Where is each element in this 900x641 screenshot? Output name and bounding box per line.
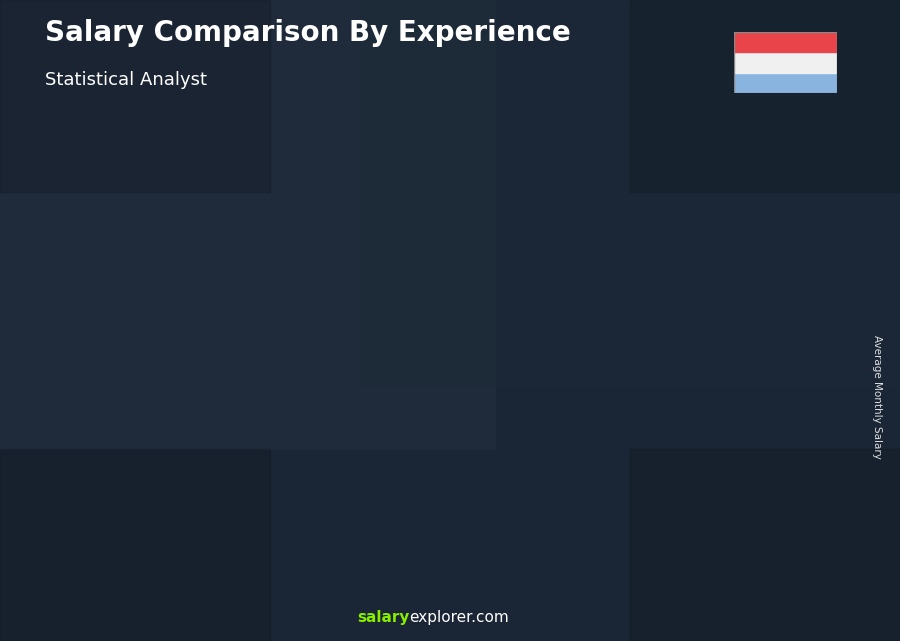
Polygon shape <box>318 401 395 409</box>
Polygon shape <box>67 488 144 497</box>
Text: 0 EUR: 0 EUR <box>457 335 495 347</box>
Bar <box>630 0 900 192</box>
Bar <box>360 0 900 385</box>
Bar <box>734 72 837 93</box>
Text: +nan%: +nan% <box>628 197 694 215</box>
Text: Statistical Analyst: Statistical Analyst <box>45 71 207 88</box>
Text: +nan%: +nan% <box>251 345 317 363</box>
Text: 10 to 15: 10 to 15 <box>448 583 517 597</box>
Text: 20+ Years: 20+ Years <box>692 583 775 597</box>
Text: explorer.com: explorer.com <box>410 610 509 625</box>
Text: +nan%: +nan% <box>376 299 442 317</box>
Polygon shape <box>131 488 144 564</box>
Polygon shape <box>634 303 647 564</box>
Text: Salary Comparison By Experience: Salary Comparison By Experience <box>45 19 571 47</box>
Bar <box>734 32 837 53</box>
Text: 0 EUR: 0 EUR <box>331 381 369 395</box>
Polygon shape <box>695 261 760 564</box>
Text: Average Monthly Salary: Average Monthly Salary <box>872 335 883 460</box>
Polygon shape <box>695 253 773 261</box>
Polygon shape <box>569 303 647 312</box>
Bar <box>734 53 837 72</box>
Text: 0 EUR: 0 EUR <box>708 233 746 247</box>
Polygon shape <box>444 362 508 564</box>
Text: 5 to 10: 5 to 10 <box>328 583 385 597</box>
Polygon shape <box>192 444 270 453</box>
Polygon shape <box>444 354 521 362</box>
Text: 15 to 20: 15 to 20 <box>574 583 642 597</box>
Text: 0 EUR: 0 EUR <box>583 284 621 297</box>
Polygon shape <box>383 401 395 564</box>
Text: 0 EUR: 0 EUR <box>206 426 243 438</box>
Text: 2 to 5: 2 to 5 <box>207 583 255 597</box>
Polygon shape <box>569 312 634 564</box>
Text: salary: salary <box>357 610 410 625</box>
Polygon shape <box>257 444 270 564</box>
Bar <box>0 449 270 641</box>
Bar <box>0 0 270 192</box>
Polygon shape <box>508 354 521 564</box>
Polygon shape <box>67 497 131 564</box>
Bar <box>0 0 495 449</box>
Polygon shape <box>318 409 383 564</box>
Bar <box>630 449 900 641</box>
Text: +nan%: +nan% <box>502 248 568 266</box>
Text: < 2 Years: < 2 Years <box>67 583 144 597</box>
Polygon shape <box>760 253 773 564</box>
Text: 0 EUR: 0 EUR <box>80 469 118 482</box>
Polygon shape <box>192 453 257 564</box>
Text: +nan%: +nan% <box>125 390 191 408</box>
